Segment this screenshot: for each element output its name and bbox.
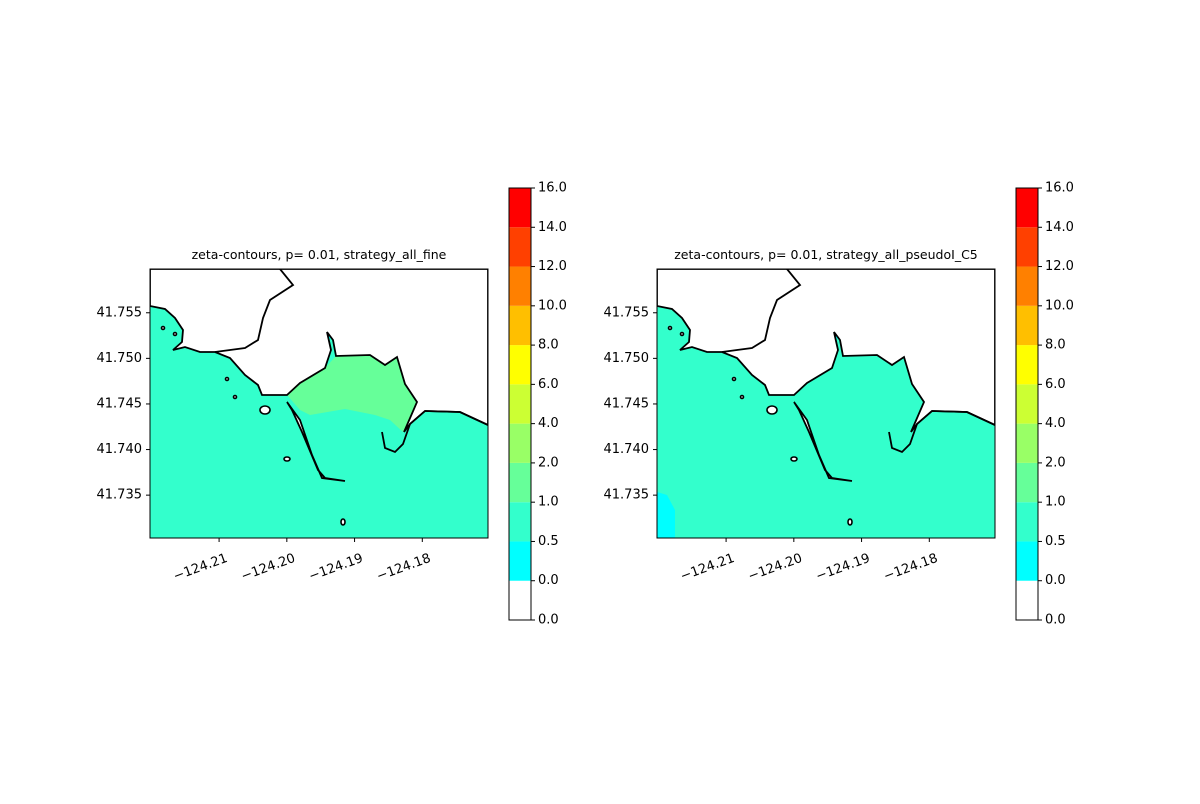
y-tick-label: 41.735 (604, 488, 650, 503)
colorbar-tick-label: 0.5 (1045, 534, 1066, 549)
pier (286, 401, 346, 482)
contour-fill (657, 492, 675, 538)
colorbar-tick-label: 2.0 (1045, 455, 1066, 470)
island (224, 376, 230, 382)
colorbar-segment (1016, 345, 1038, 385)
island (283, 456, 291, 462)
colorbar-segment (509, 423, 531, 463)
colorbar-tick-label: 6.0 (538, 377, 559, 392)
colorbar-segment (1016, 502, 1038, 542)
map-area (150, 269, 488, 538)
island (340, 518, 346, 526)
y-tick-label: 41.740 (604, 442, 650, 457)
colorbar-segment (509, 188, 531, 228)
colorbar-segment (509, 502, 531, 542)
panel: zeta-contours, p= 0.01, strategy_all_fin… (97, 181, 567, 628)
colorbar-tick-label: 12.0 (538, 259, 567, 274)
colorbar-frame (508, 187, 532, 621)
colorbar-segment (509, 580, 531, 620)
colorbar-tick-label: 8.0 (538, 338, 559, 353)
colorbar-segment (1016, 305, 1038, 346)
colorbar-tick-label: 0.0 (1045, 573, 1066, 588)
x-tick-label: −124.18 (375, 551, 433, 584)
island (259, 405, 271, 415)
colorbar-tick-label: 4.0 (538, 416, 559, 431)
colorbar-tick-label: 10.0 (1045, 298, 1074, 313)
island (847, 518, 853, 526)
y-tick-label: 41.750 (604, 351, 650, 366)
colorbar-tick-label: 0.0 (538, 573, 559, 588)
colorbar-segment (1016, 188, 1038, 228)
island (232, 394, 238, 400)
colorbar-segment (509, 384, 531, 424)
map-area (657, 269, 995, 538)
colorbar-tick-label: 1.0 (538, 495, 559, 510)
island (766, 405, 778, 415)
colorbar-tick-label: 12.0 (1045, 259, 1074, 274)
colorbar-tick-label: 0.0 (538, 613, 559, 628)
panel: zeta-contours, p= 0.01, strategy_all_pse… (604, 181, 1074, 628)
shore (888, 410, 995, 454)
colorbar-tick-label: 0.5 (538, 534, 559, 549)
island (667, 325, 673, 331)
island (172, 331, 178, 337)
x-tick-label: −124.19 (814, 551, 872, 584)
contour-fill (287, 355, 417, 432)
chart-title: zeta-contours, p= 0.01, strategy_all_fin… (192, 247, 447, 262)
river (721, 269, 802, 353)
colorbar-segment (1016, 227, 1038, 267)
colorbar-segment (1016, 580, 1038, 620)
colorbar-tick-label: 14.0 (538, 220, 567, 235)
colorbar-tick-label: 16.0 (1045, 181, 1074, 196)
colorbar-segment (1016, 462, 1038, 503)
colorbar-segment (509, 266, 531, 306)
colorbar-tick-label: 1.0 (1045, 495, 1066, 510)
river (214, 269, 295, 353)
colorbar-frame (1015, 187, 1039, 621)
island (731, 376, 737, 382)
colorbar-segment (509, 345, 531, 385)
colorbar-tick-label: 0.0 (1045, 613, 1066, 628)
colorbar-tick-label: 8.0 (1045, 338, 1066, 353)
colorbar-segment (1016, 541, 1038, 581)
colorbar-tick-label: 4.0 (1045, 416, 1066, 431)
colorbar-segment (1016, 423, 1038, 463)
pier (793, 401, 853, 482)
x-tick-label: −124.21 (172, 551, 230, 584)
land (657, 269, 995, 432)
colorbar-tick-label: 10.0 (538, 298, 567, 313)
colorbar-tick-label: 14.0 (1045, 220, 1074, 235)
island (160, 325, 166, 331)
colorbar-segment (1016, 384, 1038, 424)
y-tick-label: 41.735 (97, 488, 143, 503)
island (790, 456, 798, 462)
shore (381, 410, 488, 454)
colorbar-segment (1016, 266, 1038, 306)
x-tick-label: −124.20 (239, 551, 297, 584)
y-tick-label: 41.755 (97, 305, 143, 320)
land (150, 269, 488, 432)
x-tick-label: −124.18 (882, 551, 940, 584)
y-tick-label: 41.755 (604, 305, 650, 320)
island (679, 331, 685, 337)
colorbar-tick-label: 16.0 (538, 181, 567, 196)
x-tick-label: −124.19 (307, 551, 365, 584)
colorbar-segment (509, 227, 531, 267)
island (739, 394, 745, 400)
colorbar-segment (509, 462, 531, 503)
colorbar-tick-label: 6.0 (1045, 377, 1066, 392)
x-tick-label: −124.21 (679, 551, 737, 584)
y-tick-label: 41.745 (604, 396, 650, 411)
y-tick-label: 41.740 (97, 442, 143, 457)
x-tick-label: −124.20 (746, 551, 804, 584)
y-tick-label: 41.745 (97, 396, 143, 411)
y-tick-label: 41.750 (97, 351, 143, 366)
colorbar-segment (509, 541, 531, 581)
colorbar-segment (509, 305, 531, 346)
chart-title: zeta-contours, p= 0.01, strategy_all_pse… (674, 247, 978, 262)
colorbar-tick-label: 2.0 (538, 455, 559, 470)
